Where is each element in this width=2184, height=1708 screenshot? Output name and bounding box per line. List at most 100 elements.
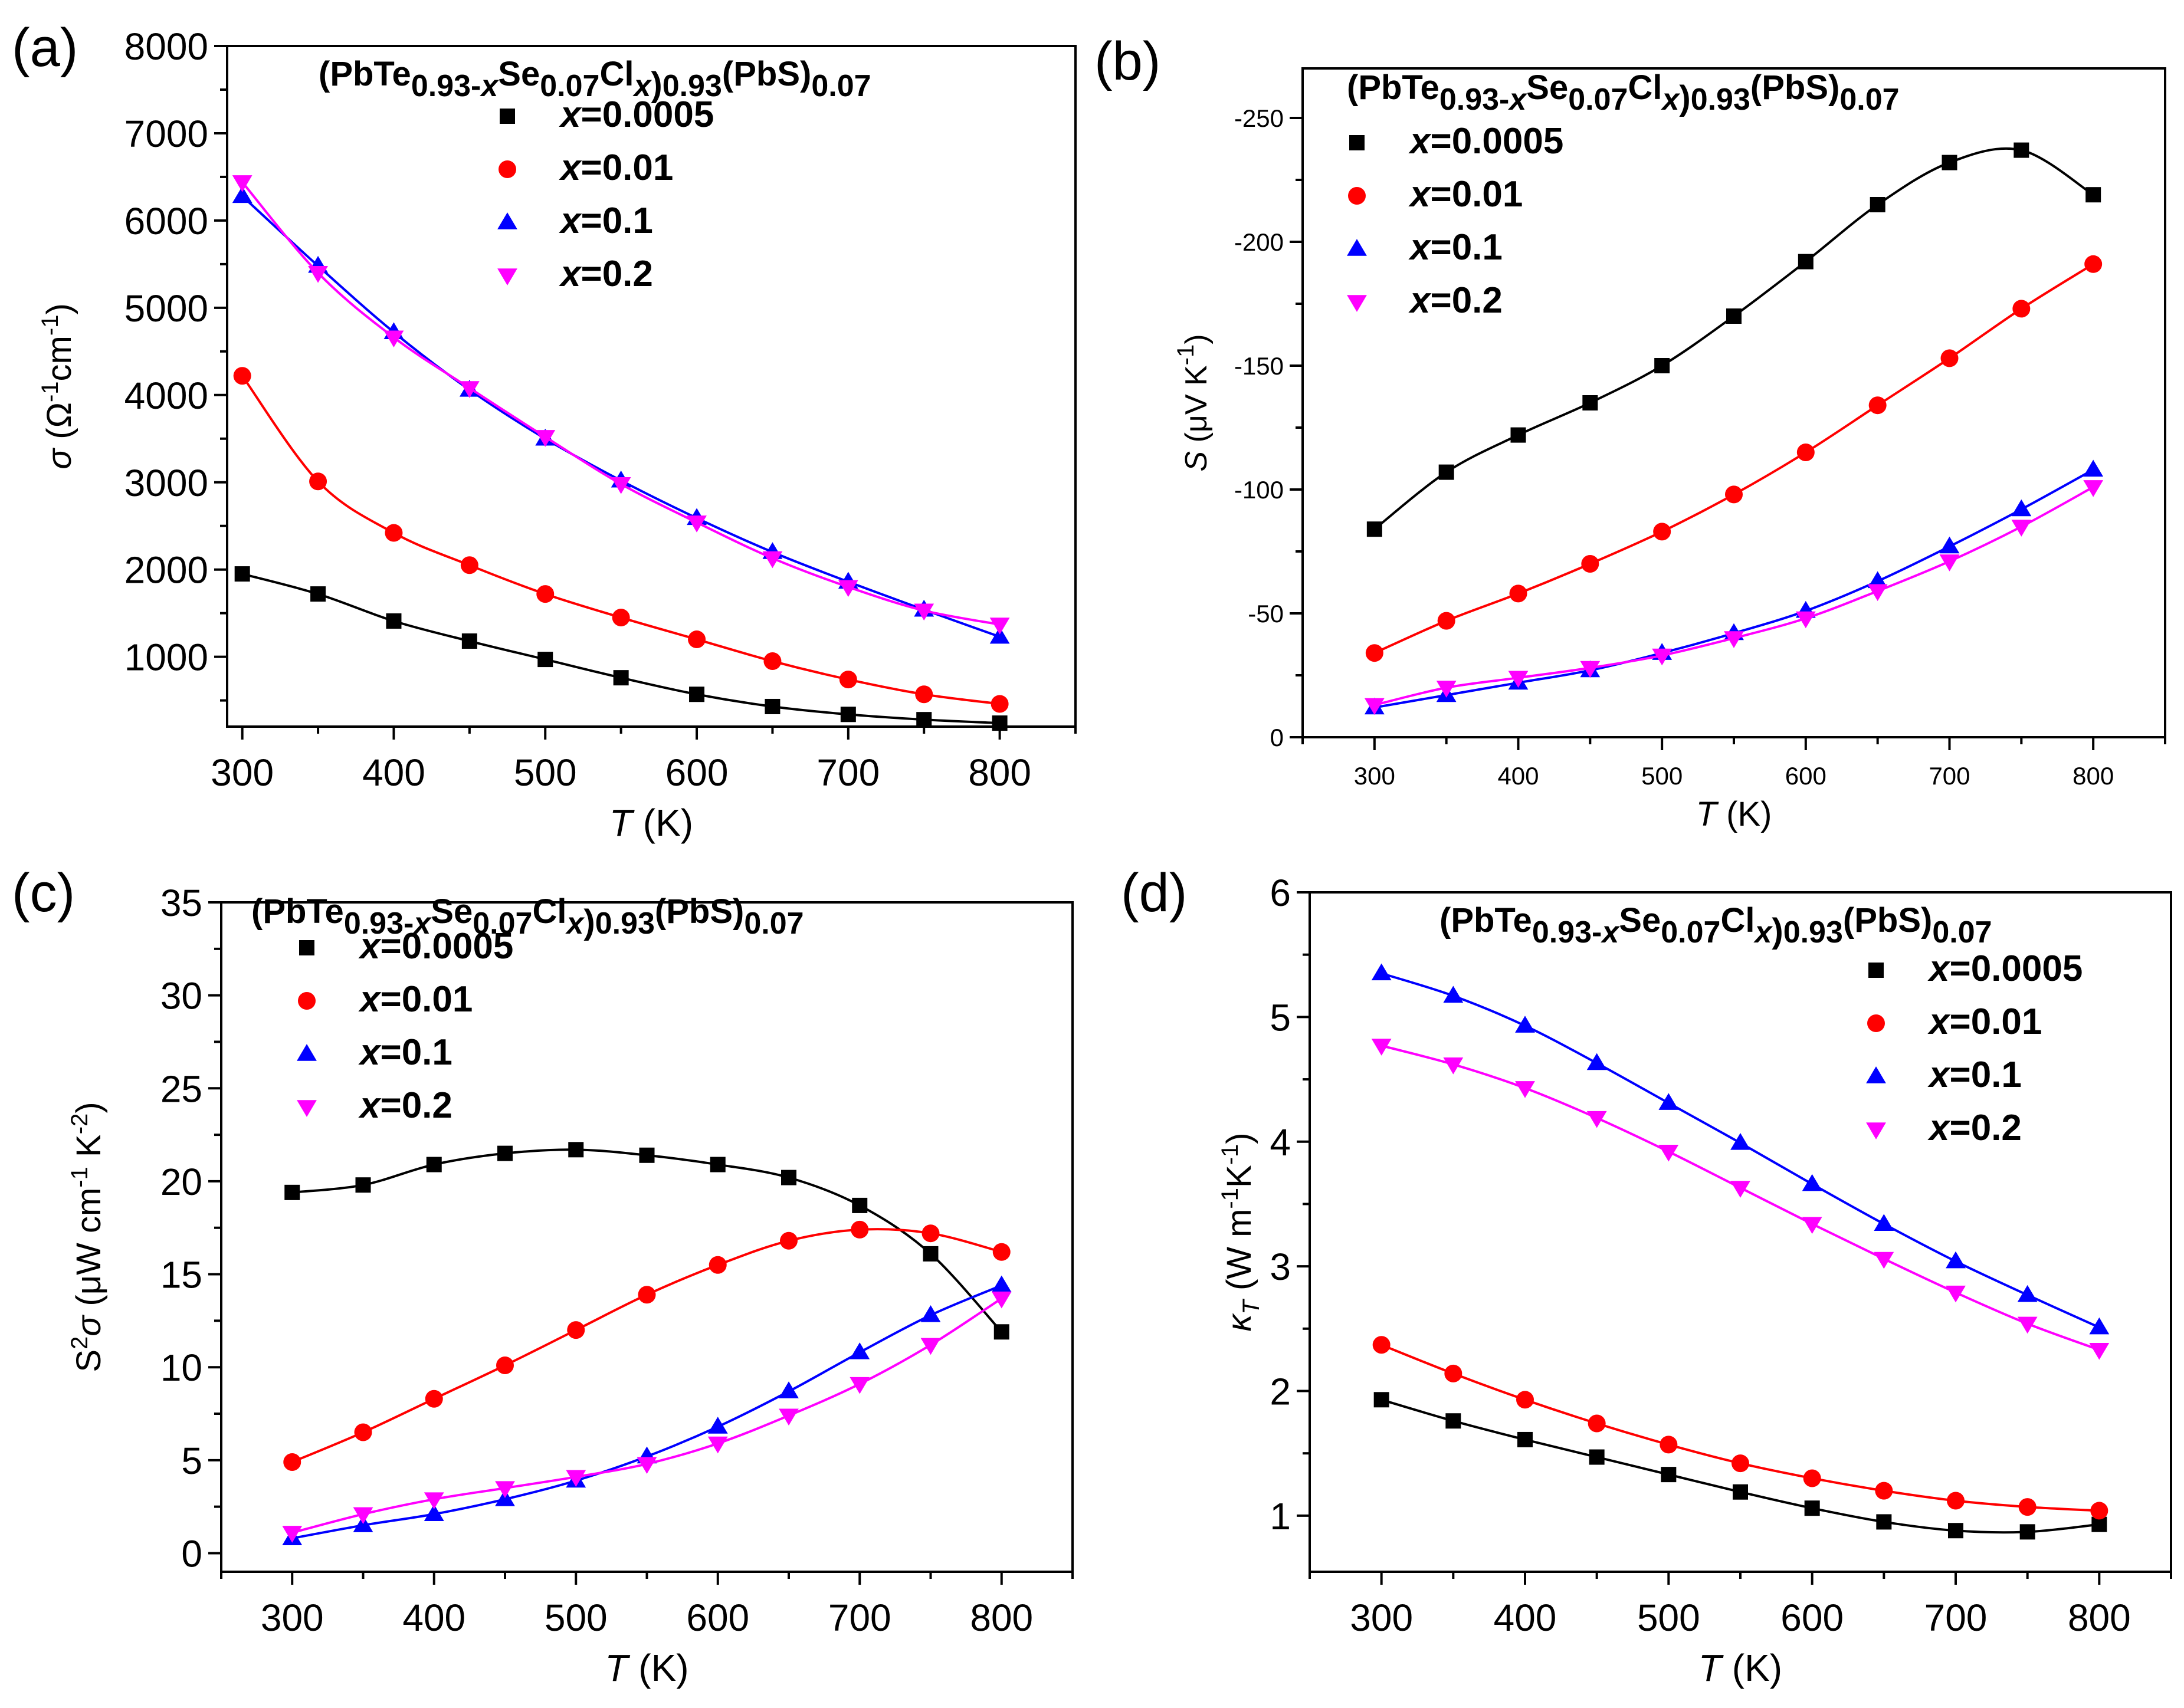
panel-label: (b) (1094, 31, 1160, 91)
y-tick-label: 5 (181, 1440, 202, 1482)
data-point (425, 1390, 443, 1408)
data-point (1939, 554, 1960, 571)
data-point (2090, 1502, 2108, 1520)
data-point (282, 1526, 303, 1543)
x-tick-label: 400 (1494, 1597, 1557, 1639)
y-tick-label: 20 (160, 1161, 202, 1203)
legend-entry: x=0.01 (1927, 1001, 2042, 1042)
x-tick-label: 600 (1780, 1597, 1844, 1639)
y-tick-label: 4000 (124, 375, 208, 417)
y-axis-label: S2σ (μW cm-1 K-2) (67, 1102, 108, 1372)
data-point (310, 586, 326, 602)
x-tick-label: 800 (2068, 1597, 2131, 1639)
y-tick-label: 3000 (124, 462, 208, 504)
data-point (2017, 1316, 2038, 1334)
data-point (1586, 1053, 1607, 1070)
y-tick-label: 2000 (124, 549, 208, 592)
data-point (536, 585, 555, 603)
data-point (1588, 1414, 1606, 1433)
y-tick-label: -150 (1234, 352, 1284, 380)
x-tick-label: 400 (1497, 762, 1539, 790)
x-tick-label: 600 (686, 1597, 749, 1639)
data-point (992, 715, 1008, 731)
data-point (354, 1423, 372, 1441)
data-point (839, 671, 857, 689)
legend-marker (1868, 963, 1884, 978)
data-point (1436, 681, 1457, 698)
data-point (1437, 612, 1455, 630)
data-point (1443, 1057, 1464, 1075)
data-point (2012, 300, 2031, 318)
data-point (1365, 644, 1383, 662)
data-point (1875, 1482, 1893, 1500)
data-point (850, 1342, 870, 1359)
data-point (765, 698, 781, 714)
data-point (2011, 499, 2032, 517)
x-tick-label: 300 (211, 751, 274, 794)
legend-entry: x=0.0005 (1927, 948, 2083, 989)
data-point (1654, 358, 1670, 373)
data-point (459, 381, 480, 398)
data-point (709, 1256, 727, 1274)
legend-entry: x=0.2 (1408, 280, 1503, 321)
legend-entry: x=0.1 (559, 201, 653, 241)
data-point (993, 1324, 1009, 1340)
data-point (1725, 485, 1743, 504)
y-tick-label: 5 (1270, 996, 1291, 1039)
legend-entry: x=0.2 (1927, 1108, 2022, 1148)
data-point (840, 707, 856, 722)
x-tick-label: 500 (514, 751, 577, 794)
data-point (1509, 584, 1527, 603)
y-tick-label: 15 (160, 1254, 202, 1296)
data-point (568, 1142, 584, 1158)
data-point (566, 1470, 586, 1487)
data-point (1726, 308, 1742, 324)
y-tick-label: 6000 (124, 200, 208, 242)
data-point (1724, 631, 1744, 648)
data-point (2089, 1343, 2110, 1360)
data-point (1733, 1484, 1748, 1500)
data-point (234, 566, 250, 582)
series-line (241, 195, 1001, 638)
x-tick-label: 500 (1637, 1597, 1700, 1639)
data-point (1732, 1454, 1749, 1473)
data-point (638, 1286, 656, 1304)
chart-panel-3: (c) 300 400 500 600 700 800 0 5 10 15 20 25 30 35 T (K)… (12, 863, 1074, 1689)
data-point (495, 1481, 515, 1499)
chart-panel-2: (b) 300 400 500 600 700 800 0 -50 -100 -150 -200 -25… (1094, 31, 2166, 833)
legend-marker (299, 940, 314, 955)
data-point (1730, 1132, 1750, 1150)
data-point (385, 524, 403, 542)
data-point (991, 1275, 1012, 1293)
data-point (923, 1246, 939, 1262)
legend-entry: x=0.01 (358, 979, 473, 1020)
data-point (989, 617, 1010, 635)
data-point (1946, 1285, 1966, 1303)
data-point (1508, 671, 1529, 688)
data-point (991, 695, 1009, 713)
y-axis-label: κT (W m-1K-1) (1217, 1132, 1264, 1331)
data-point (639, 1147, 655, 1163)
data-point (779, 1408, 799, 1426)
data-point (386, 613, 402, 629)
legend-marker (500, 109, 515, 124)
data-point (2084, 255, 2103, 273)
data-point (496, 1356, 514, 1375)
legend-marker (1349, 135, 1365, 150)
x-tick-label: 700 (1924, 1597, 1988, 1639)
legend-entry: x=0.2 (358, 1085, 452, 1126)
x-axis-label: T (K) (1698, 1647, 1782, 1689)
data-point (780, 1231, 798, 1250)
x-tick-label: 700 (828, 1597, 891, 1639)
data-point (1582, 395, 1598, 410)
legend-marker (497, 268, 517, 285)
x-tick-label: 800 (2072, 762, 2114, 790)
x-axis-label: T (K) (609, 802, 693, 844)
data-point (920, 1338, 941, 1355)
x-tick-label: 500 (1641, 762, 1683, 790)
data-point (2083, 480, 2104, 497)
data-point (1580, 661, 1601, 678)
x-tick-label: 500 (545, 1597, 608, 1639)
formula-title: (PbTe0.93-xSe0.07Clx)0.93(PbS)0.07 (251, 892, 804, 941)
data-point (1445, 1413, 1461, 1429)
